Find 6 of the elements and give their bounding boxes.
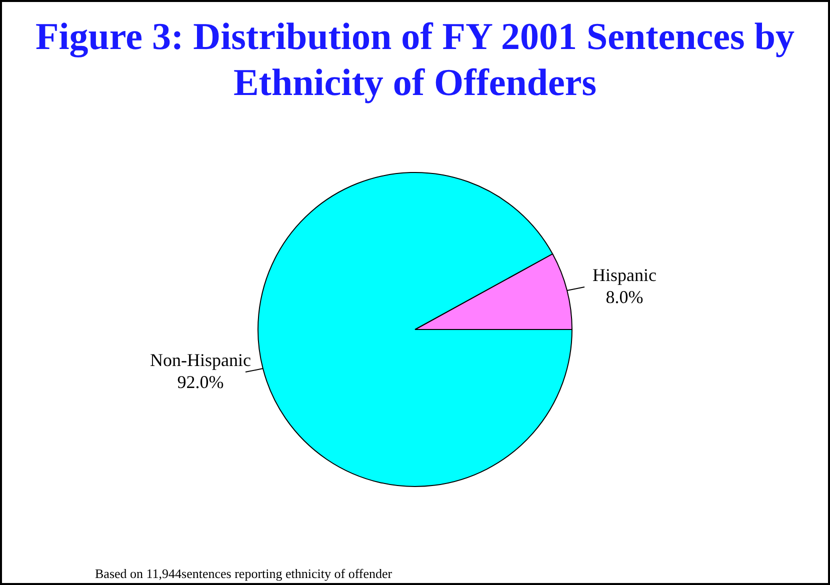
slice-label: Hispanic: [592, 264, 657, 285]
data-label: 92.0%: [177, 372, 224, 392]
text: Based on 11,944sentences reporting ethnicity of offender: [95, 566, 392, 582]
slice-label: Non-Hispanic: [150, 350, 251, 370]
data-label: 8.0%: [606, 286, 644, 307]
chart-title: Figure 3: Distribution of FY 2001 Sentences by Ethnicity of Offenders: [34, 15, 796, 106]
